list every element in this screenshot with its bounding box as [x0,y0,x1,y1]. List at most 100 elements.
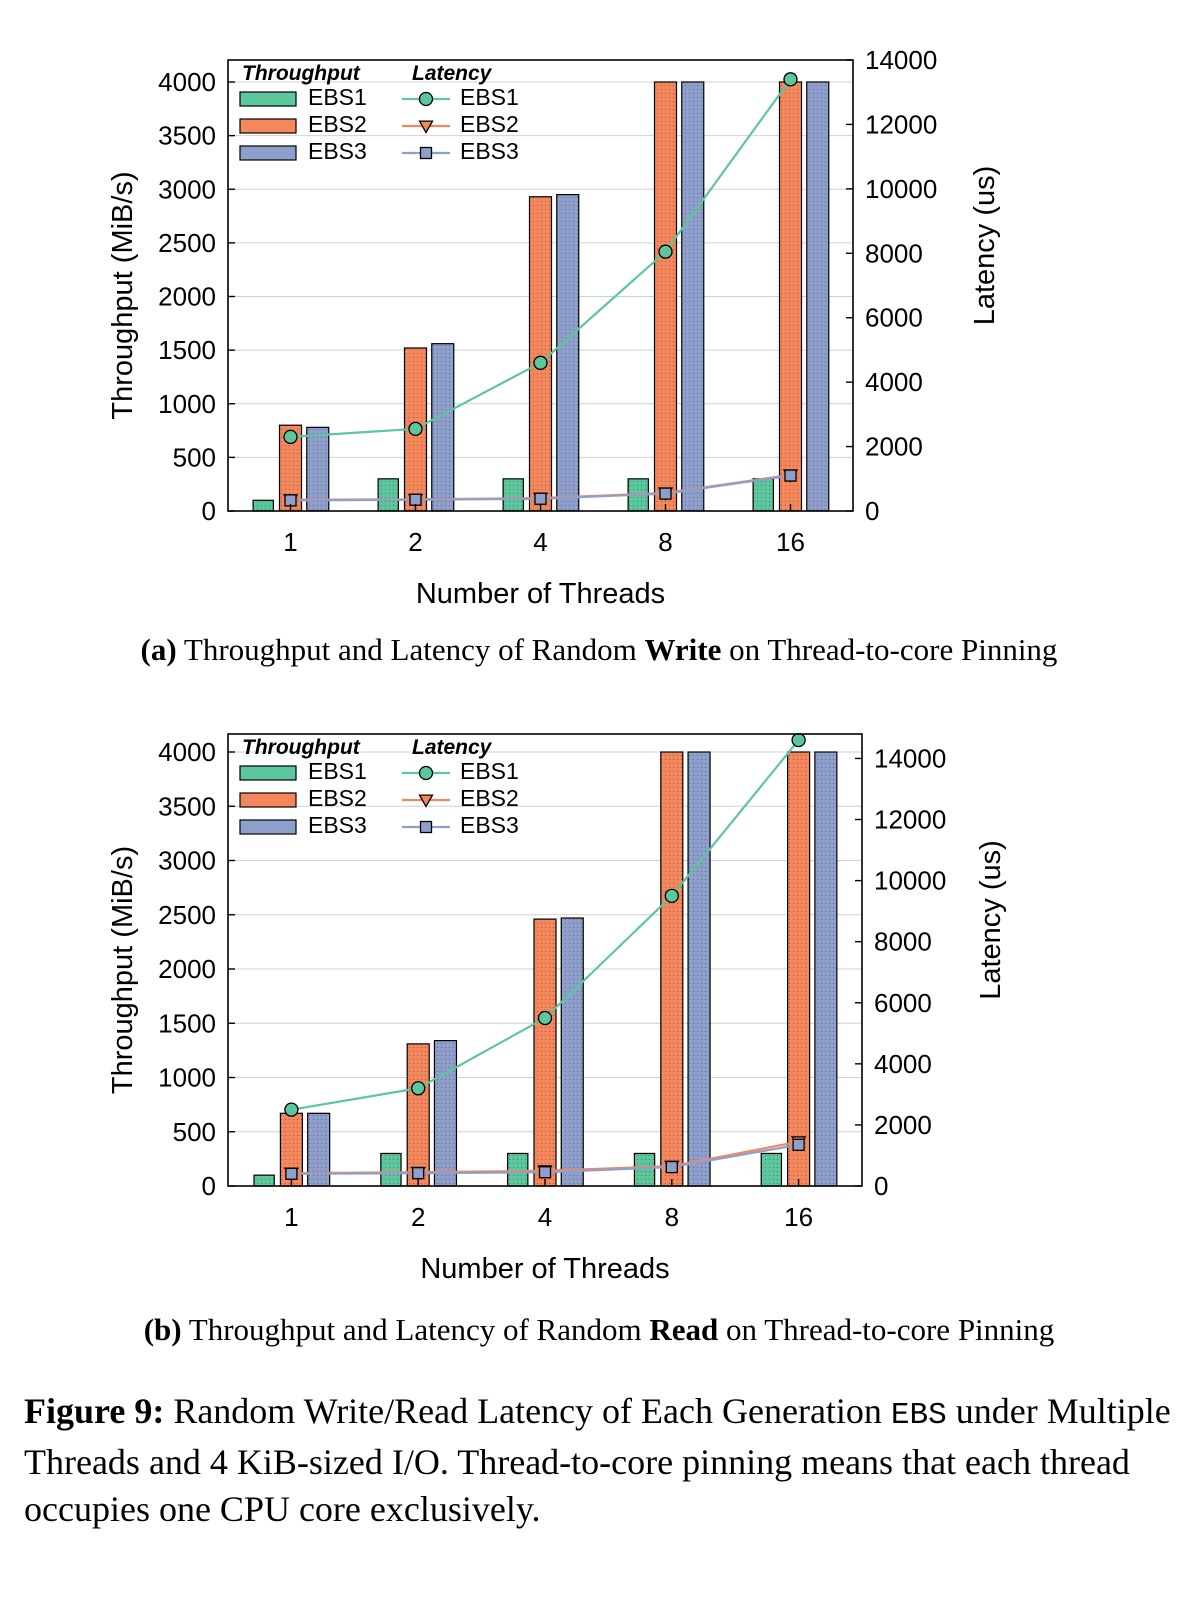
y2-tick-label: 0 [874,1171,888,1201]
figure-caption-label: Figure 9: [24,1391,165,1431]
latency-point-ebs3-4 [534,492,547,505]
x-tick-label: 16 [776,527,805,557]
subcaption-b: (b) Throughput and Latency of Random Rea… [0,1312,1198,1348]
bar-ebs3-16 [806,81,830,512]
y-tick-label: 3500 [158,121,216,151]
y-tick-label: 3000 [158,846,216,876]
bar-ebs1-2 [377,478,399,512]
chart-b: 0 500 1000 1500 2000 2500 3000 3500 4000 0 2000 400… [107,732,1007,1285]
subcaption-a-text: Throughput and Latency of Random [176,632,645,667]
y-tick-label: 500 [173,1117,216,1147]
bar-ebs3-8 [681,81,705,512]
subcaption-a-bold: Write [644,632,722,667]
bar-ebs2-4 [528,196,553,512]
x-tick-label: 1 [284,1202,298,1232]
y-tick-label: 3500 [158,791,216,821]
bar-ebs1-1 [252,499,274,512]
subcaption-a-tail: on Thread-to-core Pinning [721,632,1058,667]
plot-group: 0 500 1000 1500 2000 2500 3000 3500 4000 0 2000 400… [107,732,1007,1285]
latency-point-ebs3-4 [538,1166,552,1179]
legend-label-latency-ebs2: EBS2 [460,785,519,811]
y-tick-label: 1000 [158,1063,216,1093]
y-tick-label: 1500 [158,1008,216,1038]
legend-swatch-ebs1 [239,765,297,781]
x-tick-label: 1 [283,527,297,557]
y2-axis-title: Latency (us) [969,166,1001,326]
y-axis-title: Throughput (MiB/s) [107,171,139,419]
bar-ebs3-2 [433,1040,458,1187]
latency-point-ebs3-8 [659,487,672,500]
legend-label-throughput-ebs2: EBS2 [308,785,367,811]
legend-marker-ebs2 [418,120,434,134]
bar-ebs1-4 [507,1152,529,1187]
legend-label-throughput-ebs3: EBS3 [308,138,367,164]
y-axis-title: Throughput (MiB/s) [107,846,139,1094]
y-tick-label: 1000 [158,389,216,419]
legend-throughput-title: Throughput [242,62,361,85]
y-tick-label: 2000 [158,954,216,984]
x-tick-label: 8 [658,527,672,557]
latency-point-ebs1-4 [533,355,548,370]
y2-tick-label: 2000 [874,1110,932,1140]
latency-point-ebs1-2 [408,421,423,437]
x-tick-label: 4 [533,527,547,557]
y-tick-label: 4000 [158,737,216,767]
subcaption-a-label: (a) [140,632,177,667]
legend-marker-ebs1 [418,91,434,107]
subcaption-b-bold: Read [649,1312,719,1347]
x-tick-label: 4 [538,1202,552,1232]
y-tick-label: 0 [202,496,216,526]
y2-tick-label: 4000 [874,1049,932,1079]
subcaption-b-text: Throughput and Latency of Random [181,1312,650,1347]
y2-tick-label: 6000 [874,988,932,1018]
legend-swatch-ebs3 [239,145,297,161]
bar-ebs1-16 [760,1152,783,1187]
bar-ebs3-4 [556,194,580,512]
bar-ebs2-16 [778,81,803,512]
plot-group: 0 500 1000 1500 2000 2500 3000 3500 4000 0 2000 400… [107,45,1001,610]
bar-ebs1-16 [752,478,774,512]
latency-point-ebs1-1 [284,1102,299,1117]
latency-point-ebs1-1 [283,429,298,445]
legend-label-throughput-ebs2: EBS2 [308,111,367,137]
latency-point-ebs3-2 [409,493,422,506]
legend-label-throughput-ebs3: EBS3 [308,812,367,838]
x-tick-label: 16 [784,1202,813,1232]
y-tick-label: 2500 [158,900,216,930]
bar-ebs3-4 [560,917,584,1187]
latency-point-ebs3-2 [412,1167,425,1180]
latency-point-ebs3-1 [285,1167,298,1180]
legend-label-latency-ebs3: EBS3 [460,812,519,838]
legend-swatch-ebs3 [239,819,297,835]
y2-tick-label: 14000 [865,45,937,75]
bar-ebs3-16 [814,751,838,1187]
x-tick-label: 2 [408,527,422,557]
latency-point-ebs1-8 [658,244,673,259]
legend-marker-ebs2 [418,794,434,808]
bar-ebs2-4 [533,918,557,1187]
y2-tick-label: 12000 [874,805,946,835]
latency-point-ebs1-8 [664,888,679,904]
x-axis-title: Number of Threads [416,578,665,610]
bar-ebs2-16 [786,751,811,1187]
y-tick-label: 3000 [158,174,216,204]
legend-label-latency-ebs1: EBS1 [460,758,519,784]
y-tick-label: 4000 [158,67,216,97]
y2-tick-label: 10000 [874,866,946,896]
subcaption-b-tail: on Thread-to-core Pinning [718,1312,1055,1347]
legend-label-latency-ebs3: EBS3 [460,138,519,164]
legend-marker-ebs1 [418,765,434,781]
bar-ebs2-2 [406,1043,430,1187]
bar-ebs3-8 [687,751,711,1187]
y2-tick-label: 8000 [874,927,932,957]
y2-tick-label: 2000 [865,432,923,462]
figure-caption-code: EBS [890,1398,947,1433]
chart-a: 0 500 1000 1500 2000 2500 3000 3500 4000 0 2000 400… [107,45,1001,610]
legend-marker-ebs3 [419,820,433,834]
y2-tick-label: 12000 [865,109,937,139]
latency-point-ebs1-16 [783,72,798,87]
latency-point-ebs3-16 [792,1138,805,1151]
y2-axis-title: Latency (us) [975,840,1007,1000]
bar-ebs3-1 [306,426,330,512]
latency-point-ebs1-16 [791,732,806,748]
